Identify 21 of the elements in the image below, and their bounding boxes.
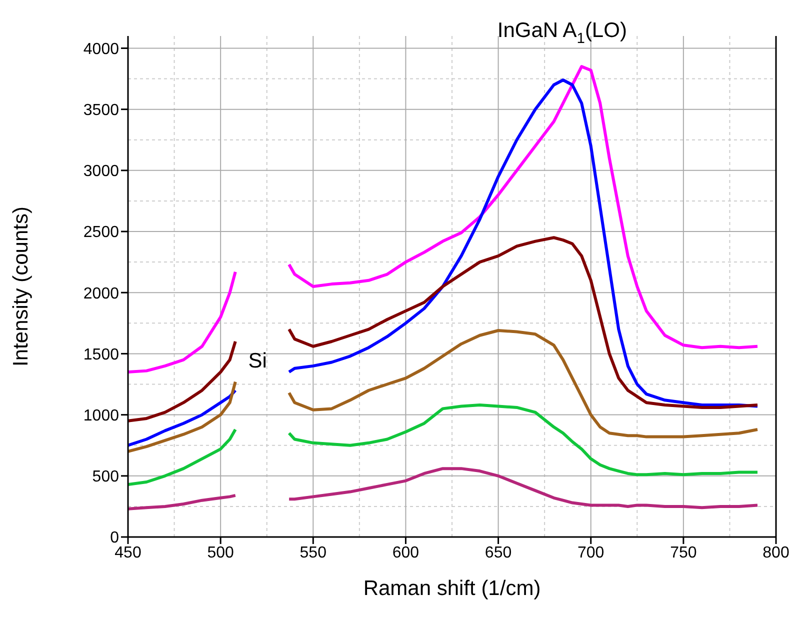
y-tick-label: 500 (92, 468, 120, 486)
y-axis-title: Intensity (counts) (9, 206, 32, 366)
x-tick-label: 750 (670, 544, 697, 562)
x-tick-label: 650 (484, 544, 512, 562)
y-tick-label: 1000 (83, 407, 120, 424)
x-tick-label: 550 (300, 544, 327, 562)
x-tick-label: 500 (207, 544, 234, 562)
x-tick-label: 450 (114, 544, 142, 562)
y-tick-label: 2500 (83, 224, 120, 242)
y-tick-label: 0 (110, 530, 120, 547)
y-tick-label: 3000 (83, 163, 120, 180)
x-tick-label: 700 (578, 544, 604, 562)
annotation: InGaN A$_{1}$(LO) (497, 18, 627, 47)
y-tick-label: 2000 (83, 285, 120, 302)
y-tick-label: 3500 (83, 102, 120, 119)
x-tick-label: 600 (392, 544, 420, 562)
y-tick-label: 4000 (83, 40, 120, 58)
y-tick-label: 1500 (83, 346, 120, 364)
x-axis-title: Raman shift (1/cm) (363, 577, 541, 600)
annotation: Si (248, 349, 267, 372)
x-tick-label: 800 (762, 544, 790, 562)
